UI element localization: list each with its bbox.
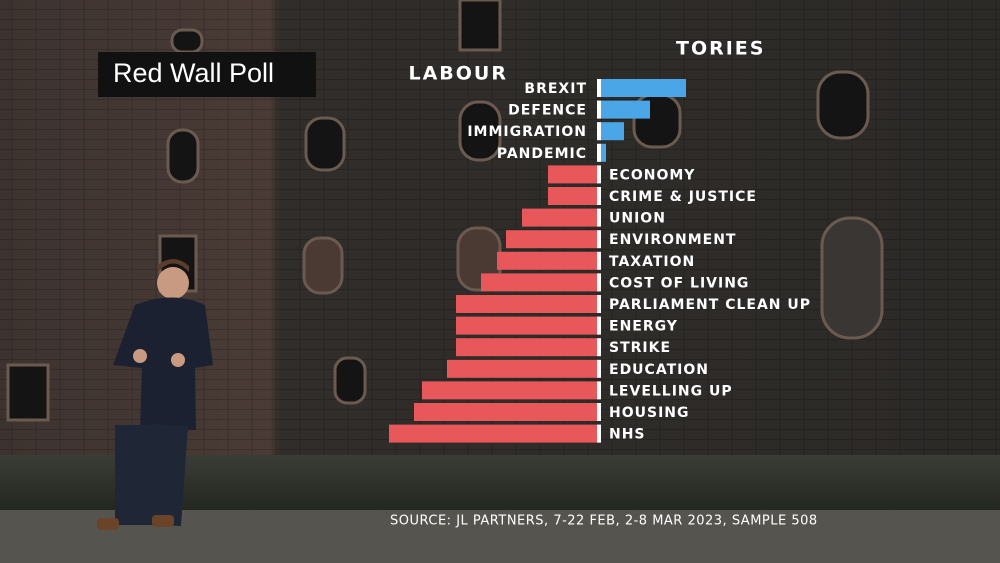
- title: Red Wall Poll: [113, 58, 274, 88]
- category-label: EDUCATION: [609, 362, 709, 378]
- bar: [447, 359, 597, 378]
- category-label: LEVELLING UP: [609, 383, 733, 399]
- bar: [422, 381, 597, 400]
- bar: [548, 187, 597, 205]
- category-label: COST OF LIVING: [609, 275, 749, 291]
- bar: [414, 403, 597, 421]
- bar: [389, 424, 597, 443]
- bar: [597, 79, 686, 97]
- category-label: TAXATION: [609, 254, 695, 270]
- bar: [456, 295, 597, 313]
- category-label: BREXIT: [524, 81, 587, 97]
- source: SOURCE: JL PARTNERS, 7-22 FEB, 2-8 MAR 2…: [390, 514, 818, 529]
- category-label: STRIKE: [609, 340, 671, 356]
- category-label: ECONOMY: [609, 167, 695, 183]
- bar: [497, 251, 597, 270]
- bar: [597, 143, 606, 162]
- category-label: ENERGY: [609, 319, 678, 335]
- bar: [506, 230, 597, 249]
- chart: BREXIT DEFENCE IMMIGRATION PANDEMIC ECONOMY C…: [389, 38, 811, 443]
- category-label: CRIME & JUSTICE: [609, 189, 757, 205]
- category-label: UNION: [609, 211, 666, 227]
- legend-label: TORIES: [676, 38, 765, 60]
- bar: [597, 122, 624, 141]
- category-label: NHS: [609, 427, 646, 443]
- legend-label: LABOUR: [408, 63, 508, 85]
- bar: [456, 316, 597, 335]
- title-box: [98, 52, 316, 97]
- bar: [456, 338, 597, 357]
- presenter: [97, 259, 213, 530]
- category-label: PANDEMIC: [497, 146, 587, 162]
- category-label: PARLIAMENT CLEAN UP: [609, 297, 811, 313]
- category-label: IMMIGRATION: [467, 124, 587, 140]
- category-label: HOUSING: [609, 405, 690, 421]
- bar: [522, 208, 597, 227]
- bar: [481, 273, 597, 292]
- bar: [597, 100, 650, 119]
- bar: [548, 165, 597, 184]
- category-label: DEFENCE: [508, 103, 587, 119]
- category-label: ENVIRONMENT: [609, 232, 736, 248]
